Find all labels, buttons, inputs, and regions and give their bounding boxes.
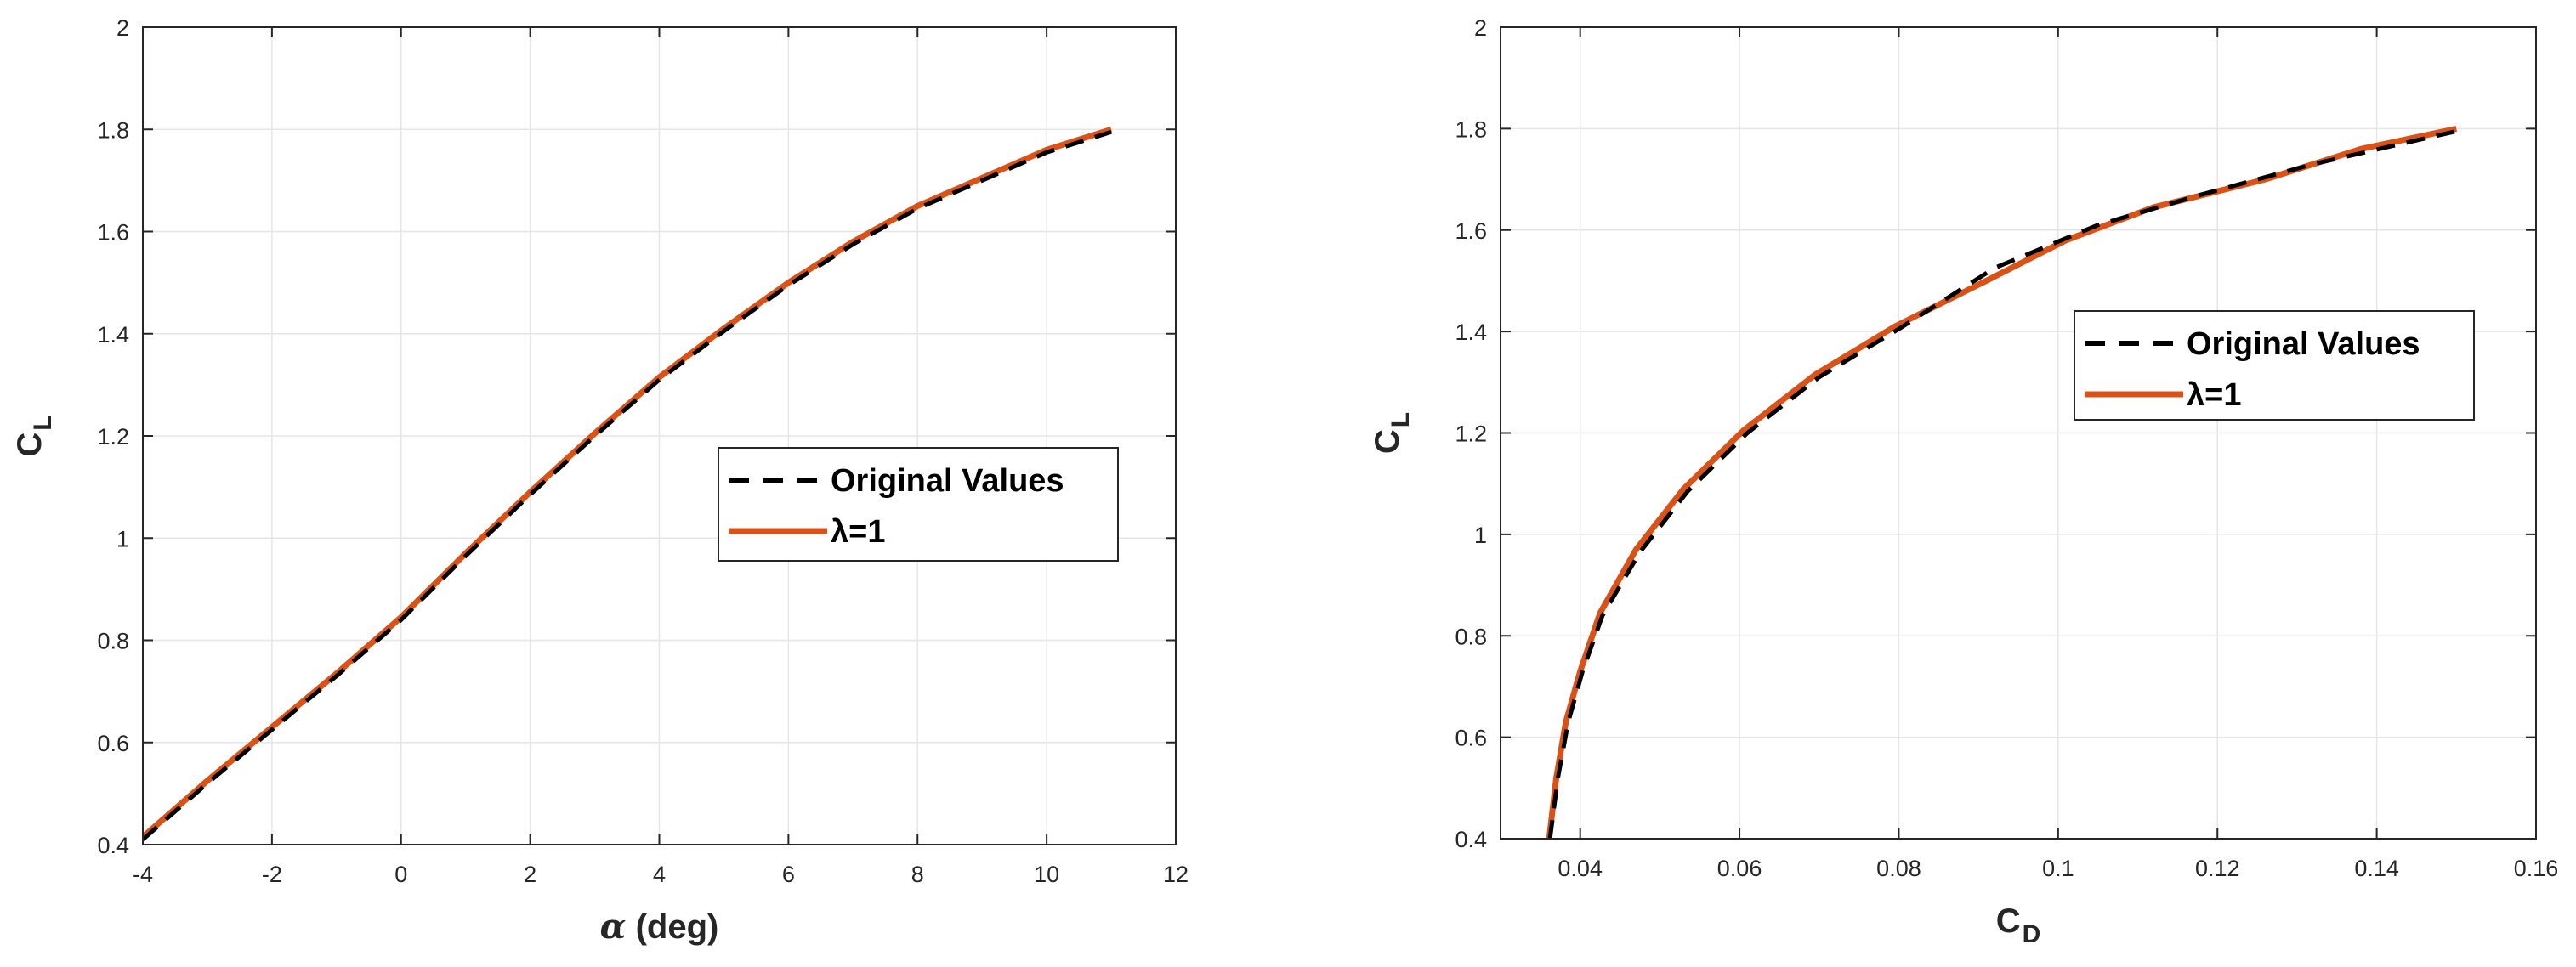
x-tick-label: -2 bbox=[262, 862, 282, 887]
x-tick-label: 0.12 bbox=[2195, 856, 2240, 881]
y-tick-label: 1.6 bbox=[1455, 218, 1487, 244]
y-tick-label: 1.8 bbox=[1455, 116, 1487, 142]
series-line-original-values bbox=[143, 129, 1112, 841]
y-tick-label: 2 bbox=[1474, 15, 1487, 41]
x-axis-label: CD bbox=[1996, 902, 2041, 948]
y-tick-label: 0.8 bbox=[1455, 624, 1487, 649]
x-tick-label: 0.06 bbox=[1717, 856, 1762, 881]
legend-entry-label: Original Values bbox=[831, 463, 1064, 499]
y-axis-label-main: C bbox=[1369, 429, 1406, 454]
x-tick-label: 0.1 bbox=[2042, 856, 2074, 881]
legend-entry-label: Original Values bbox=[2187, 326, 2420, 362]
x-tick-label: 4 bbox=[653, 862, 666, 887]
x-tick-label: 0.16 bbox=[2514, 856, 2559, 881]
y-axis-label-main: C bbox=[11, 433, 48, 457]
y-tick-label: 0.8 bbox=[97, 629, 129, 654]
y-tick-label: 1 bbox=[1474, 523, 1487, 548]
y-axis-label-subscript: L bbox=[29, 415, 57, 430]
x-tick-label: 8 bbox=[911, 862, 924, 887]
x-axis-label-main: C bbox=[1996, 902, 2021, 940]
y-tick-label: 1 bbox=[116, 526, 129, 551]
chart-lift-vs-drag: 0.04 0.06 0.08 0.1 0.12 0.14 0.16 0.4 0.6 0.8 1 1.2… bbox=[1369, 15, 2558, 948]
y-axis-label-subscript: L bbox=[1387, 412, 1415, 427]
x-axis-label: α (deg) bbox=[600, 907, 719, 947]
y-axis-label: CL bbox=[1369, 412, 1415, 454]
x-tick-label: 0 bbox=[394, 862, 407, 887]
x-tick-label: 2 bbox=[524, 862, 536, 887]
y-tick-label: 0.4 bbox=[97, 833, 129, 858]
legend: Original Values λ=1 bbox=[718, 447, 1119, 562]
x-tick-label: 12 bbox=[1163, 862, 1189, 887]
x-axis-label-text: (deg) bbox=[626, 908, 718, 946]
y-tick-label: 2 bbox=[116, 15, 129, 41]
y-axis-label: CL bbox=[11, 415, 57, 456]
y-tick-label: 1.8 bbox=[97, 117, 129, 143]
y-tick-label: 1.4 bbox=[97, 322, 129, 348]
y-tick-label: 0.6 bbox=[1455, 726, 1487, 751]
legend-entry-label: λ=1 bbox=[2187, 377, 2241, 413]
y-tick-label: 1.6 bbox=[97, 220, 129, 246]
y-tick-label: 0.6 bbox=[97, 731, 129, 756]
x-tick-label: -4 bbox=[133, 862, 153, 887]
y-tick-label: 0.4 bbox=[1455, 827, 1487, 852]
legend: Original Values λ=1 bbox=[2074, 310, 2475, 421]
x-axis-label-subscript: D bbox=[2023, 920, 2041, 948]
y-tick-label: 1.4 bbox=[1455, 320, 1487, 345]
legend-box bbox=[718, 447, 1119, 562]
y-tick-label: 1.2 bbox=[97, 424, 129, 450]
y-tick-label: 1.2 bbox=[1455, 421, 1487, 447]
x-tick-label: 10 bbox=[1034, 862, 1059, 887]
x-tick-label: 0.04 bbox=[1558, 856, 1603, 881]
legend-box bbox=[2074, 310, 2475, 421]
x-axis-label-symbol: α bbox=[600, 907, 627, 947]
legend-entry-label: λ=1 bbox=[831, 514, 885, 550]
series-line-original-values bbox=[1547, 128, 2457, 839]
x-tick-label: 0.08 bbox=[1876, 856, 1921, 881]
x-tick-label: 6 bbox=[782, 862, 795, 887]
x-tick-label: 0.14 bbox=[2354, 856, 2399, 881]
chart-lift-vs-alpha: -4 -2 0 2 4 6 8 10 12 0.4 0.6 0.8 1 1.2 1.4 1.6 1.8 2 α (d… bbox=[11, 15, 1189, 947]
